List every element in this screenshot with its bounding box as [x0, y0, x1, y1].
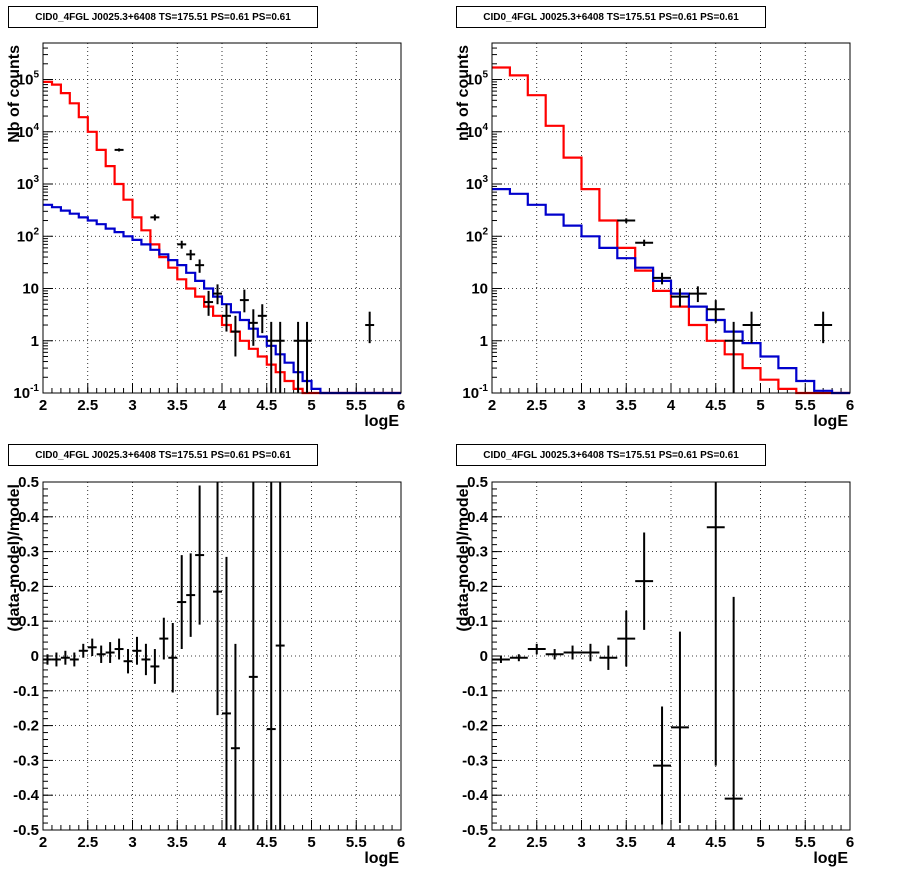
chart-title-2: CID0_4FGL J0025.3+6408 TS=175.51 PS=0.61…: [456, 6, 766, 28]
plot2-ytick-label-4: 103: [466, 174, 489, 193]
plot3-xtick-label-6: 5: [307, 834, 315, 851]
plot2-ytick-label-5: 104: [466, 122, 489, 141]
plot2-xlabel: logE: [813, 413, 848, 430]
plot3-ytick-label-10: 0.5: [18, 474, 39, 491]
plot4-ytick-label-6: 0.1: [467, 613, 488, 630]
plot4-ytick-label-7: 0.2: [467, 578, 488, 595]
plot1-xtick-label-1: 2.5: [77, 397, 98, 414]
plot4-xtick-label-2: 3: [577, 834, 585, 851]
plot3-xtick-label-4: 4: [218, 834, 227, 851]
plot1-ylabel: Nb of counts: [6, 45, 23, 143]
plot3-ytick-label-7: 0.2: [18, 578, 39, 595]
plot3-ytick-label-4: -0.1: [13, 683, 39, 700]
plot3-xtick-label-7: 5.5: [346, 834, 367, 851]
plot2-ytick-label-3: 102: [466, 226, 489, 245]
plot2-frame: [491, 42, 851, 394]
plot4-xtick-label-4: 4: [667, 834, 676, 851]
plot1-xtick-label-7: 5.5: [346, 397, 367, 414]
plot1-ytick-label-1: 1: [31, 333, 39, 350]
plot4-xtick-label-5: 4.5: [705, 834, 726, 851]
plot3-ytick-label-8: 0.3: [18, 544, 39, 561]
plot2-xtick-label-4: 4: [667, 397, 676, 414]
plot2-series-2: [492, 188, 850, 395]
plot3-ytick-label-3: -0.2: [13, 718, 39, 735]
plot3-xlabel: logE: [364, 850, 399, 867]
plot4-ytick-label-4: -0.1: [462, 683, 488, 700]
plot2-xtick-label-6: 5: [756, 397, 764, 414]
plot3-xtick-label-3: 3.5: [167, 834, 188, 851]
plot4-xtick-label-3: 3.5: [616, 834, 637, 851]
plot1-frame: [42, 42, 402, 394]
plot3-ytick-label-6: 0.1: [18, 613, 39, 630]
plot4-ytick-label-8: 0.3: [467, 544, 488, 561]
plot1-ytick-label-0: 10-1: [13, 383, 39, 402]
plot1-xtick-label-8: 6: [397, 397, 405, 414]
plot3-xtick-label-1: 2.5: [77, 834, 98, 851]
plot4-ylabel: (data-model)/model: [455, 484, 472, 632]
plot1-xlabel: logE: [364, 413, 399, 430]
plot4-xtick-label-0: 2: [488, 834, 496, 851]
plot3-xtick-label-8: 6: [397, 834, 405, 851]
plot2-ytick-label-1: 1: [480, 333, 488, 350]
plot2-ylabel: nb of counts: [455, 45, 472, 141]
plot3-ylabel: (data-model)/model: [6, 484, 23, 632]
plot4-frame: [491, 481, 851, 831]
plot1-xtick-label-6: 5: [307, 397, 315, 414]
plot4-xtick-label-6: 5: [756, 834, 764, 851]
chart-title-4: CID0_4FGL J0025.3+6408 TS=175.51 PS=0.61…: [456, 444, 766, 466]
plot2-xtick-label-0: 2: [488, 397, 496, 414]
plot1-ytick-label-2: 10: [22, 281, 39, 298]
plot4-ytick-label-5: 0: [480, 648, 488, 665]
plot1-xtick-label-4: 4: [218, 397, 227, 414]
plot4-ytick-label-2: -0.3: [462, 752, 488, 769]
plot1-xtick-label-5: 4.5: [256, 397, 277, 414]
plot4-xtick-label-7: 5.5: [795, 834, 816, 851]
plot1-ytick-label-6: 105: [17, 70, 40, 89]
plot1-series-2: [43, 203, 401, 395]
plot4-xtick-label-1: 2.5: [526, 834, 547, 851]
plot1-xtick-label-3: 3.5: [167, 397, 188, 414]
plot2-ytick-label-6: 105: [466, 70, 489, 89]
plot3-ytick-label-2: -0.3: [13, 752, 39, 769]
plot1-xtick-label-2: 3: [128, 397, 136, 414]
plot3-xtick-label-5: 4.5: [256, 834, 277, 851]
plot4-ytick-label-1: -0.4: [462, 787, 489, 804]
plot2-series-1: [492, 66, 850, 395]
plot4-ytick-label-9: 0.4: [467, 509, 489, 526]
plot3-xtick-label-0: 2: [39, 834, 47, 851]
plot1-ytick-label-3: 102: [17, 226, 40, 245]
plot2-xtick-label-1: 2.5: [526, 397, 547, 414]
plot4-ytick-label-3: -0.2: [462, 718, 488, 735]
plot1-ytick-label-5: 104: [17, 122, 40, 141]
plot1-series-1: [43, 80, 401, 395]
plot1-xtick-label-0: 2: [39, 397, 47, 414]
plot3-ytick-label-0: -0.5: [13, 822, 39, 839]
plot2-xtick-label-3: 3.5: [616, 397, 637, 414]
plot3-ytick-label-5: 0: [31, 648, 39, 665]
plot4-ytick-label-0: -0.5: [462, 822, 488, 839]
chart-title-3: CID0_4FGL J0025.3+6408 TS=175.51 PS=0.61…: [8, 444, 318, 466]
plot4-ytick-label-10: 0.5: [467, 474, 488, 491]
plot3-xtick-label-2: 3: [128, 834, 136, 851]
plot4-xlabel: logE: [813, 850, 848, 867]
plot3-frame: [42, 481, 402, 831]
plot2-xtick-label-2: 3: [577, 397, 585, 414]
plot4-xtick-label-8: 6: [846, 834, 854, 851]
plot3-ytick-label-1: -0.4: [13, 787, 40, 804]
plot2-xtick-label-7: 5.5: [795, 397, 816, 414]
plot2-xtick-label-5: 4.5: [705, 397, 726, 414]
plot2-ytick-label-0: 10-1: [462, 383, 488, 402]
plot3-ytick-label-9: 0.4: [18, 509, 40, 526]
chart-title-1: CID0_4FGL J0025.3+6408 TS=175.51 PS=0.61…: [8, 6, 318, 28]
plot2-xtick-label-8: 6: [846, 397, 854, 414]
plot2-ytick-label-2: 10: [471, 281, 488, 298]
plot1-ytick-label-4: 103: [17, 174, 40, 193]
